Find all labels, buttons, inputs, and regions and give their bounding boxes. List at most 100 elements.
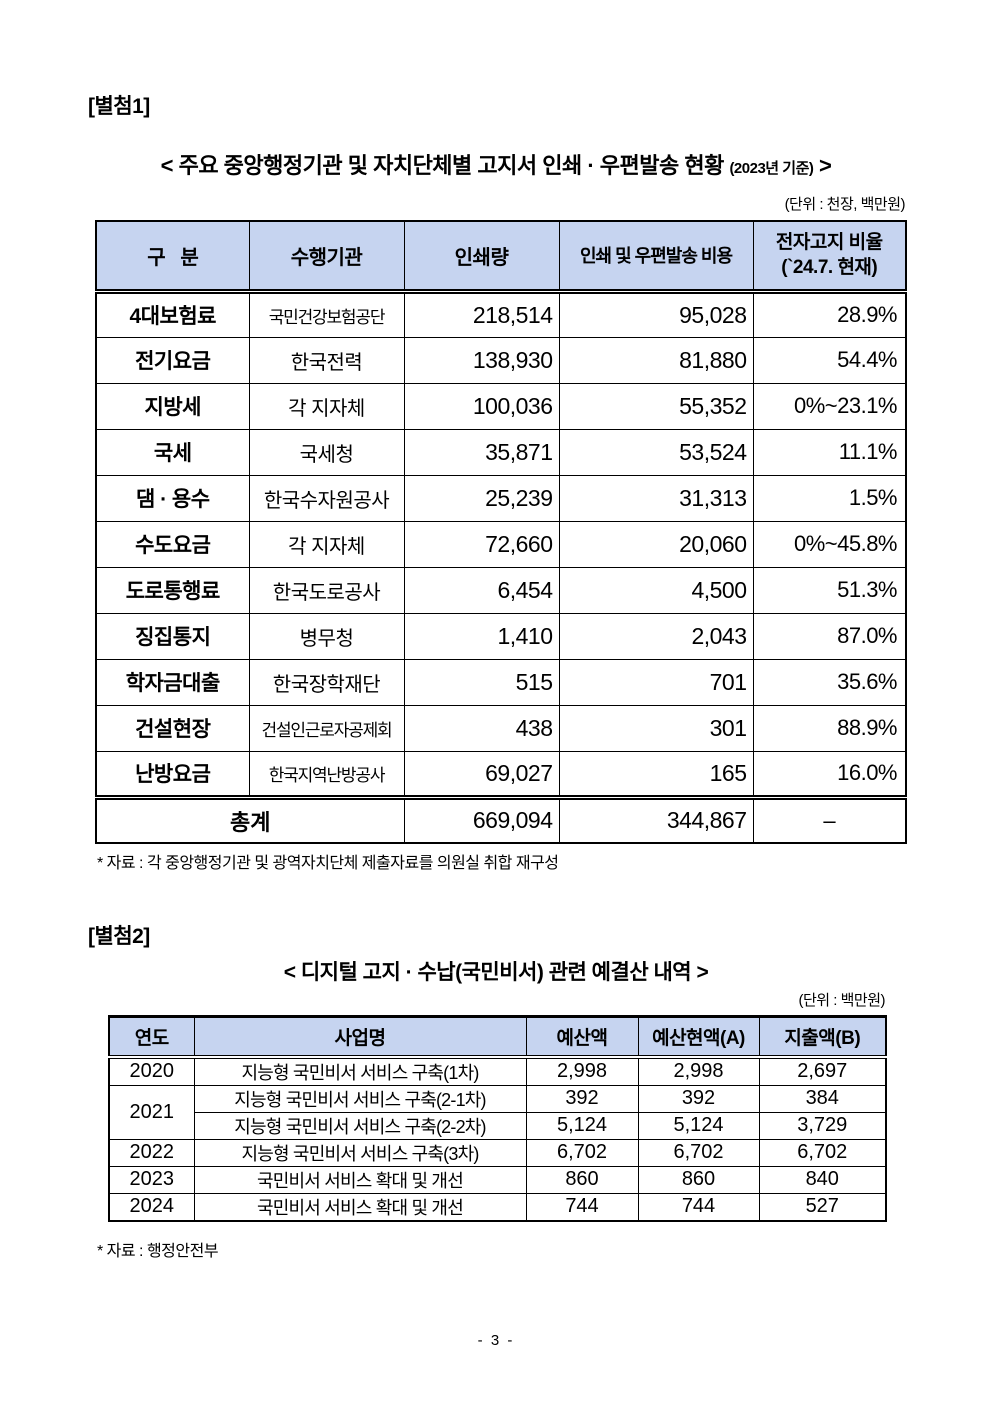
cost-cell: 165 — [558, 750, 754, 798]
table2-header-year: 연도 — [108, 1016, 195, 1059]
table-row: 2020 지능형 국민비서 서비스 구축(1차) 2,998 2,998 2,6… — [108, 1056, 887, 1086]
current-budget-cell: 2,998 — [637, 1056, 760, 1086]
print-qty-cell: 1,410 — [403, 612, 560, 660]
table1-body: 4대보험료 국민건강보험공단 218,514 95,028 28.9% 전기요금… — [95, 290, 907, 844]
table-row: 국세 국세청 35,871 53,524 11.1% — [95, 428, 907, 476]
table-row: 도로통행료 한국도로공사 6,454 4,500 51.3% — [95, 566, 907, 614]
cost-cell: 701 — [558, 658, 754, 706]
table2-header-row: 연도 사업명 예산액 예산현액(A) 지출액(B) — [108, 1016, 887, 1059]
table-row: 건설현장 건설인근로자공제회 438 301 88.9% — [95, 704, 907, 752]
category-cell: 징집통지 — [95, 612, 250, 660]
table1-unit-label: (단위 : 천장, 백만원) — [784, 196, 906, 213]
table-row: 지능형 국민비서 서비스 구축(2-2차) 5,124 5,124 3,729 — [109, 1111, 887, 1140]
print-qty-cell: 69,027 — [403, 750, 560, 798]
table2-body: 2020 지능형 국민비서 서비스 구축(1차) 2,998 2,998 2,6… — [108, 1056, 887, 1221]
eratio-cell: 35.6% — [752, 658, 907, 706]
table1-header-agency: 수행기관 — [248, 220, 405, 294]
agency-cell: 한국도로공사 — [248, 566, 405, 614]
table2-header-spent: 지출액(B) — [758, 1016, 887, 1059]
print-mail-status-table: 구 분 수행기관 인쇄량 인쇄 및 우편발송 비용 전자고지 비율 (`24.7… — [95, 220, 907, 844]
agency-cell: 국민건강보험공단 — [248, 290, 405, 338]
table-row: 2023 국민비서 서비스 확대 및 개선 860 860 840 — [108, 1165, 887, 1194]
current-budget-cell: 744 — [637, 1192, 760, 1221]
current-budget-cell: 860 — [637, 1165, 760, 1194]
agency-cell: 한국수자원공사 — [248, 474, 405, 522]
spent-cell: 6,702 — [758, 1138, 887, 1167]
eratio-cell: 11.1% — [752, 428, 907, 476]
agency-cell: 건설인근로자공제회 — [248, 704, 405, 752]
agency-cell: 한국전력 — [248, 336, 405, 384]
table-row: 학자금대출 한국장학재단 515 701 35.6% — [95, 658, 907, 706]
table1-header-category: 구 분 — [95, 220, 250, 294]
current-budget-cell: 6,702 — [637, 1138, 760, 1167]
current-budget-cell: 5,124 — [637, 1111, 760, 1140]
project-name-cell: 지능형 국민비서 서비스 구축(2-1차) — [193, 1084, 527, 1113]
eratio-cell: 87.0% — [752, 612, 907, 660]
agency-cell: 각 지자체 — [248, 520, 405, 568]
current-budget-cell: 392 — [637, 1084, 760, 1113]
budget-cell: 5,124 — [525, 1111, 639, 1140]
project-name-cell: 지능형 국민비서 서비스 구축(2-2차) — [193, 1111, 527, 1140]
year-cell: 2023 — [108, 1165, 195, 1194]
table1-title-text: < 주요 중앙행정기관 및 자치단체별 고지서 인쇄 · 우편발송 현황 — [160, 153, 725, 178]
category-cell: 건설현장 — [95, 704, 250, 752]
spent-cell: 3,729 — [758, 1111, 887, 1140]
table2-header-current: 예산현액(A) — [637, 1016, 760, 1059]
budget-cell: 860 — [525, 1165, 639, 1194]
cost-cell: 31,313 — [558, 474, 754, 522]
agency-cell: 한국지역난방공사 — [248, 750, 405, 798]
budget-cell: 6,702 — [525, 1138, 639, 1167]
year-cell: 2024 — [108, 1192, 195, 1221]
table1-header: 구 분 수행기관 인쇄량 인쇄 및 우편발송 비용 전자고지 비율 (`24.7… — [95, 220, 907, 294]
budget-settlement-table: 연도 사업명 예산액 예산현액(A) 지출액(B) 2020 지능형 국민비서 … — [108, 1015, 887, 1222]
project-name-cell: 지능형 국민비서 서비스 구축(3차) — [193, 1138, 527, 1167]
table-row: 징집통지 병무청 1,410 2,043 87.0% — [95, 612, 907, 660]
cost-cell: 55,352 — [558, 382, 754, 430]
attachment2-label: [별첨2] — [88, 925, 150, 948]
table-row: 전기요금 한국전력 138,930 81,880 54.4% — [95, 336, 907, 384]
spent-cell: 527 — [758, 1192, 887, 1221]
spent-cell: 384 — [758, 1084, 887, 1113]
spent-cell: 2,697 — [758, 1056, 887, 1086]
print-qty-cell: 218,514 — [403, 290, 560, 338]
table1-title: < 주요 중앙행정기관 및 자치단체별 고지서 인쇄 · 우편발송 현황 (20… — [0, 148, 992, 180]
table2-header-project: 사업명 — [193, 1016, 527, 1059]
table-row: 4대보험료 국민건강보험공단 218,514 95,028 28.9% — [95, 290, 907, 338]
cost-cell: 81,880 — [558, 336, 754, 384]
table1-header-eratio-line1: 전자고지 비율 — [775, 231, 883, 253]
table1-title-close: > — [819, 153, 832, 178]
category-cell: 도로통행료 — [95, 566, 250, 614]
print-qty-cell: 35,871 — [403, 428, 560, 476]
project-name-cell: 지능형 국민비서 서비스 구축(1차) — [193, 1056, 527, 1086]
table1-header-print-qty: 인쇄량 — [403, 220, 560, 294]
total-label-cell: 총계 — [95, 794, 405, 844]
total-print-qty-cell: 669,094 — [403, 794, 560, 844]
budget-cell: 744 — [525, 1192, 639, 1221]
eratio-cell: 0%~45.8% — [752, 520, 907, 568]
table1-header-eratio-line2: (`24.7. 현재) — [781, 257, 878, 279]
table-row: 난방요금 한국지역난방공사 69,027 165 16.0% — [95, 750, 907, 798]
agency-cell: 각 지자체 — [248, 382, 405, 430]
budget-cell: 392 — [525, 1084, 639, 1113]
category-cell: 학자금대출 — [95, 658, 250, 706]
table1-total-row: 총계 669,094 344,867 – — [95, 794, 907, 844]
cost-cell: 4,500 — [558, 566, 754, 614]
cost-cell: 301 — [558, 704, 754, 752]
print-qty-cell: 25,239 — [403, 474, 560, 522]
category-cell: 지방세 — [95, 382, 250, 430]
year-cell: 2021 — [108, 1084, 195, 1140]
eratio-cell: 0%~23.1% — [752, 382, 907, 430]
print-qty-cell: 515 — [403, 658, 560, 706]
cost-cell: 2,043 — [558, 612, 754, 660]
cost-cell: 53,524 — [558, 428, 754, 476]
attachment1-label: [별첨1] — [88, 95, 150, 118]
table2-header-budget: 예산액 — [525, 1016, 639, 1059]
table-row: 2021 지능형 국민비서 서비스 구축(2-1차) 392 392 384 — [108, 1084, 887, 1140]
table2-unit-label: (단위 : 백만원) — [798, 992, 886, 1009]
category-cell: 국세 — [95, 428, 250, 476]
category-cell: 4대보험료 — [95, 290, 250, 338]
year-cell: 2020 — [108, 1056, 195, 1086]
print-qty-cell: 438 — [403, 704, 560, 752]
total-cost-cell: 344,867 — [558, 794, 754, 844]
table1-header-eratio: 전자고지 비율 (`24.7. 현재) — [752, 220, 907, 294]
